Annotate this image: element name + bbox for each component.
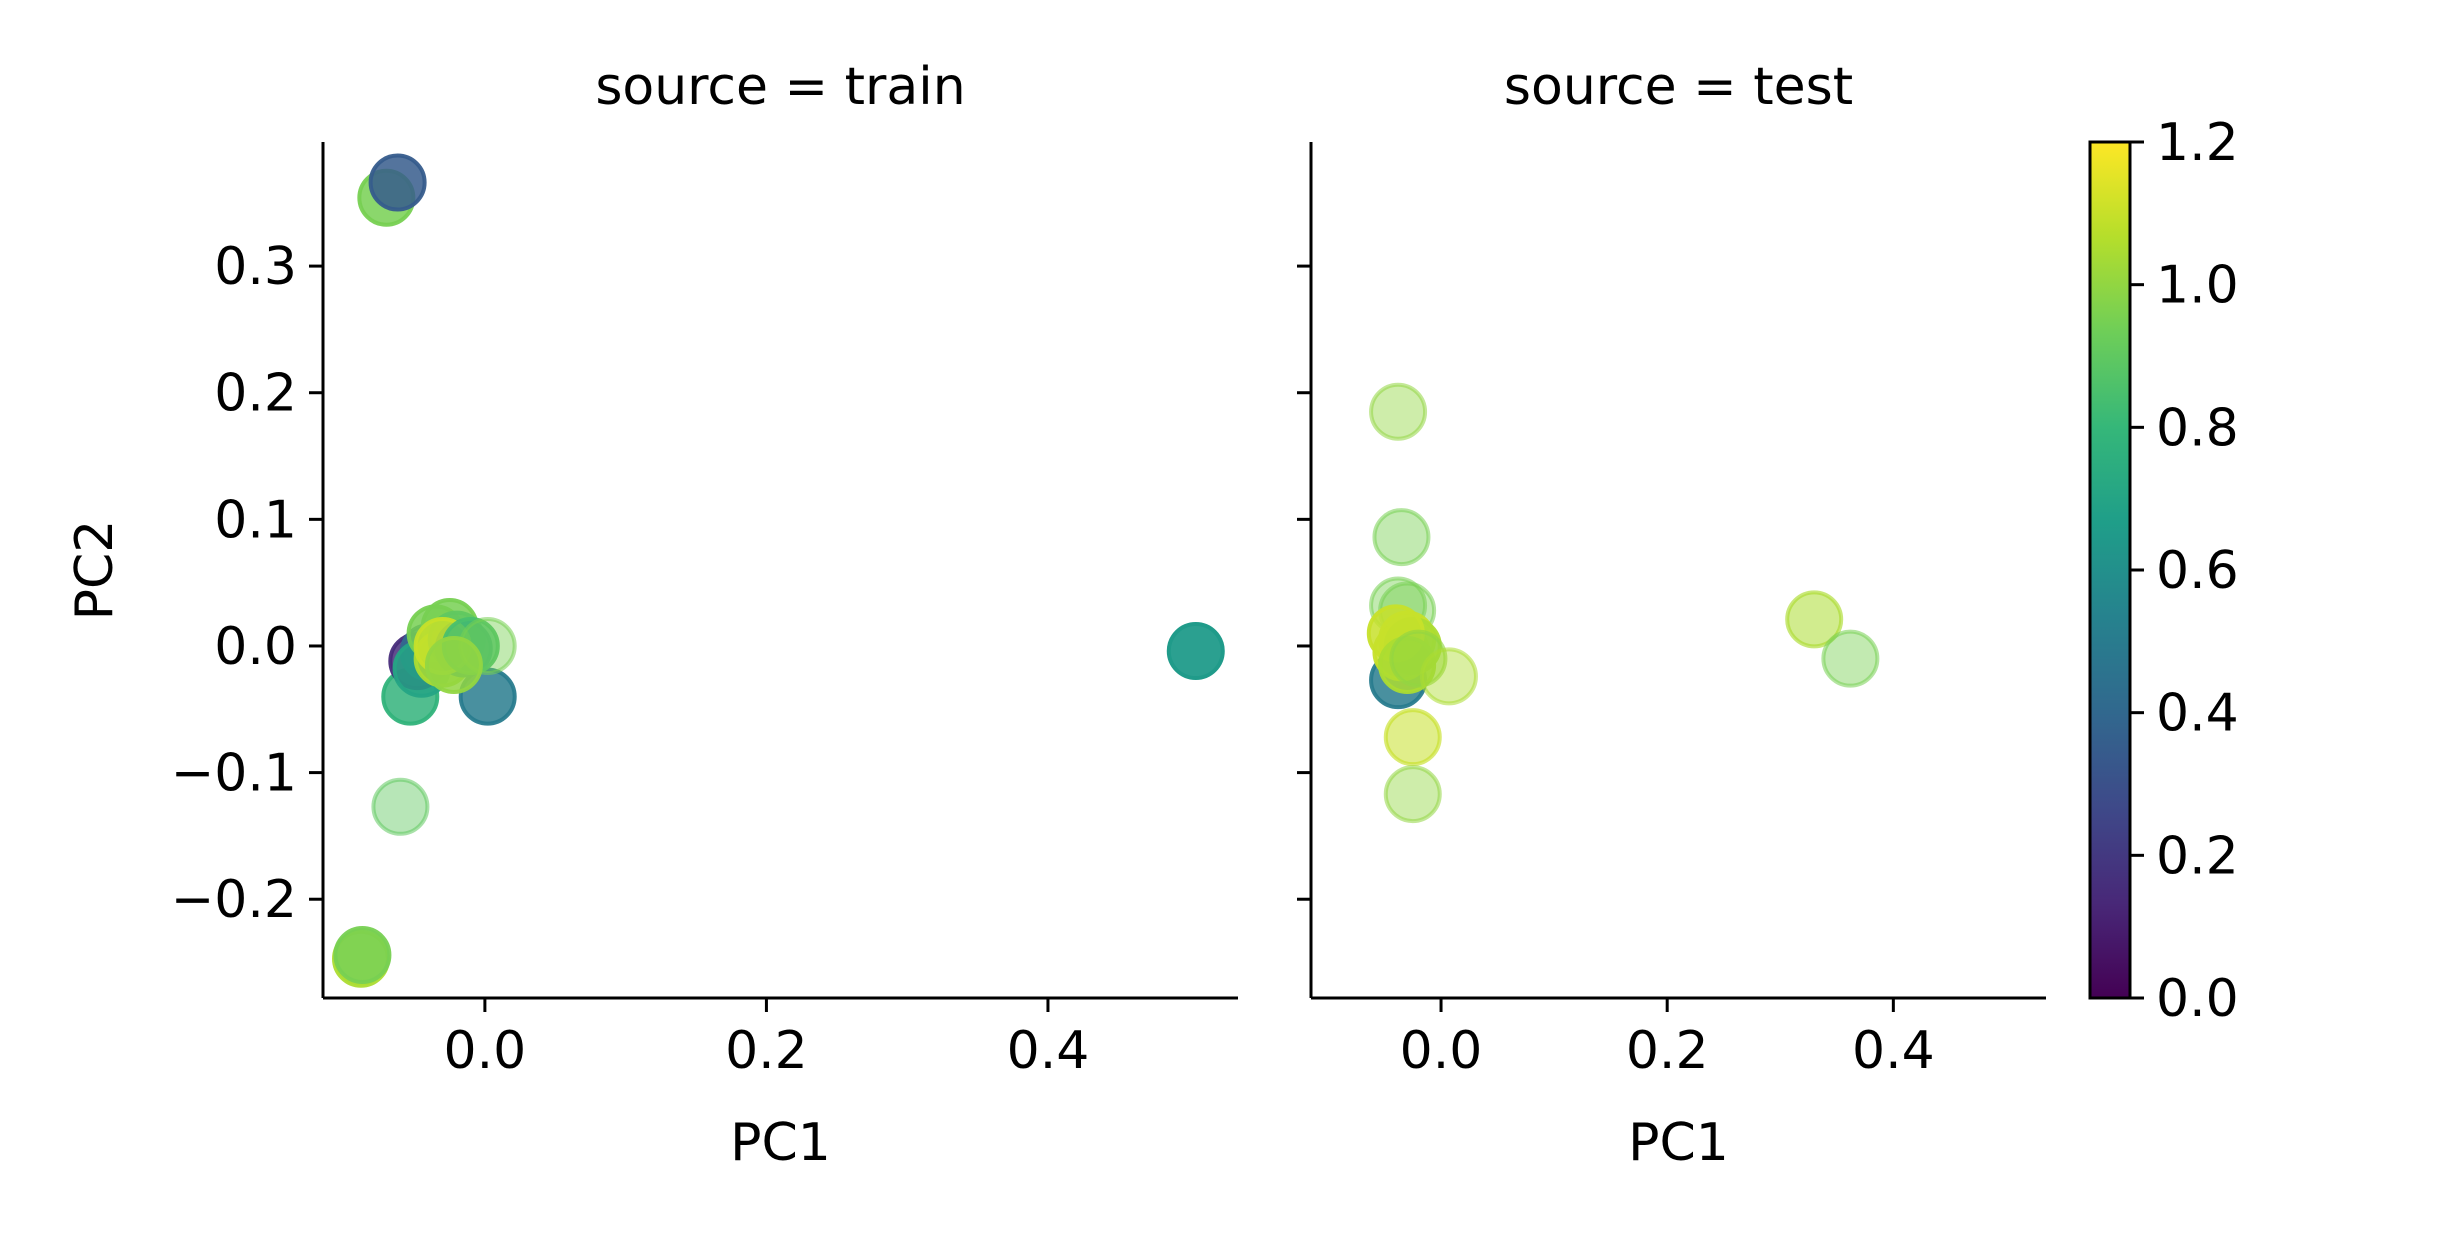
points-test [1366,382,1880,824]
colorbar-tick-label: 1.0 [2156,256,2239,316]
scatter-point [1785,590,1844,649]
y-tick-label: 0.3 [214,237,297,297]
colorbar-gradient [2088,140,2132,1000]
x-tick-label: 0.2 [1626,1021,1709,1081]
panel-test: source = test 0.0 0.2 0.4 PC1 [1297,57,2046,1173]
panel-title-train: source = train [595,57,965,117]
x-tick-label: 0.4 [1852,1021,1935,1081]
scatter-point [368,153,427,212]
colorbar-tick-label: 0.6 [2156,541,2239,601]
y-tick-label: 0.0 [214,617,297,677]
scatter-point [1383,708,1442,767]
scatter-point [1383,765,1442,824]
scatter-point [1372,508,1431,567]
y-tick-label: 0.1 [214,490,297,550]
y-tick-label: −0.2 [171,870,297,930]
scatter-point [371,777,430,836]
colorbar-tick-label: 0.0 [2156,969,2239,1029]
colorbar-tick-label: 0.4 [2156,684,2239,744]
scatter-point [1369,382,1428,441]
y-axis-title: PC2 [65,520,125,621]
panel-train: source = train 0.0 0.2 0.4 −0.2 −0.1 0.0 0.1 0.2… [65,57,1238,1173]
y-tick-label: 0.2 [214,364,297,424]
x-tick-label: 0.0 [1400,1021,1483,1081]
scatter-point [1419,647,1478,706]
x-tick-label: 0.2 [725,1021,808,1081]
x-tick-label: 0.4 [1007,1021,1090,1081]
colorbar-tick-label: 0.8 [2156,398,2239,458]
x-axis-title: PC1 [1628,1113,1729,1173]
scatter-point [1166,622,1225,681]
y-tick-label: −0.1 [171,744,297,804]
scatter-point [1821,629,1880,688]
scatter-point [1389,629,1448,688]
x-tick-label: 0.0 [444,1021,527,1081]
scatter-point [424,635,483,694]
points-train [332,153,1225,988]
panel-title-test: source = test [1504,57,1853,117]
colorbar: 0.0 0.2 0.4 0.6 0.8 1.0 1.2 [2088,113,2239,1029]
colorbar-tick-label: 0.2 [2156,826,2239,886]
colorbar-tick-label: 1.2 [2156,113,2239,173]
x-axis-title: PC1 [730,1113,831,1173]
scatter-point [333,925,392,984]
